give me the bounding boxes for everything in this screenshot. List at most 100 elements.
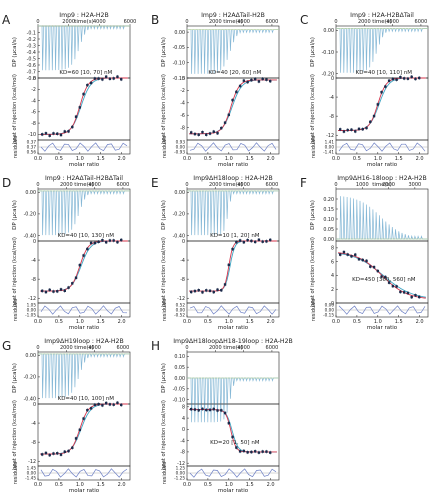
dp-tick-label: -0.10 bbox=[322, 50, 334, 56]
heat-tick-label: -12 bbox=[177, 296, 185, 302]
time-tick-label: 2000 bbox=[62, 19, 75, 25]
data-point bbox=[101, 78, 104, 81]
data-point bbox=[242, 449, 246, 453]
dp-tick-label: -0.20 bbox=[24, 375, 36, 381]
molar-tick-label: 2.0 bbox=[267, 319, 275, 325]
data-point bbox=[112, 403, 115, 406]
heat-axis-label: heat of injection (kcal/mol) bbox=[161, 237, 167, 307]
data-point bbox=[253, 77, 257, 81]
data-point bbox=[380, 90, 383, 94]
data-point bbox=[418, 295, 421, 299]
data-point bbox=[223, 121, 227, 124]
data-point bbox=[372, 114, 376, 118]
data-point bbox=[261, 77, 264, 81]
isotherm-frame bbox=[335, 240, 429, 304]
time-tick-label: 1000 bbox=[356, 182, 369, 188]
data-point bbox=[97, 240, 100, 243]
heat-axis-label: heat of injection (kcal/mol) bbox=[161, 400, 167, 470]
data-point bbox=[59, 133, 63, 137]
data-point bbox=[78, 263, 82, 267]
dp-axis-label: DP (µcal/s) bbox=[310, 200, 316, 230]
molar-tick-label: 0.5 bbox=[353, 319, 361, 325]
residual-tick-label: 1.45 bbox=[27, 466, 37, 471]
dp-axis-label: DP (µcal/s) bbox=[12, 37, 18, 67]
heat-tick-label: 8 bbox=[182, 405, 185, 411]
residual-tick-label: 0.00 bbox=[325, 145, 335, 150]
kd-annotation: KD=40 [10, 110] nM bbox=[356, 70, 413, 76]
residual-tick-label: 0.00 bbox=[27, 471, 37, 476]
residual-tick-label: 1.41 bbox=[325, 140, 335, 145]
molar-tick-label: 0.5 bbox=[204, 319, 212, 325]
time-tick-label: 6000 bbox=[117, 345, 130, 351]
heat-axis-label: heat of injection (kcal/mol) bbox=[12, 400, 18, 470]
heat-tick-label: -8 bbox=[180, 277, 185, 283]
data-point bbox=[246, 80, 249, 84]
data-point bbox=[208, 289, 212, 293]
data-point bbox=[235, 240, 238, 244]
time-tick-label: 6000 bbox=[266, 182, 279, 188]
data-point bbox=[120, 403, 123, 407]
data-point bbox=[346, 128, 349, 132]
residuals-line bbox=[338, 142, 426, 152]
time-tick-label: 6000 bbox=[266, 19, 279, 25]
dp-tick-label: 0.10 bbox=[323, 217, 334, 223]
heat-tick-label: -4 bbox=[180, 101, 185, 107]
isotherm-frame bbox=[186, 77, 280, 141]
dp-axis-label: DP (µcal/s) bbox=[12, 363, 18, 393]
data-point bbox=[387, 281, 391, 284]
data-point bbox=[220, 409, 223, 412]
data-point bbox=[208, 408, 212, 412]
time-tick-label: 4000 bbox=[88, 182, 101, 188]
molar-tick-label: 0.0 bbox=[183, 156, 191, 162]
residual-tick-label: -1.45 bbox=[25, 476, 36, 481]
time-axis-label: time(s) bbox=[223, 345, 243, 351]
data-point bbox=[78, 106, 82, 109]
residual-tick-label: 0.52 bbox=[176, 303, 186, 308]
residuals-line bbox=[40, 305, 128, 315]
data-point bbox=[346, 253, 349, 256]
dp-trace bbox=[336, 28, 428, 73]
time-tick-label: 2000 bbox=[358, 19, 371, 25]
data-point bbox=[350, 255, 353, 258]
data-point bbox=[354, 130, 357, 133]
data-point bbox=[361, 127, 364, 131]
time-tick-label: 2000 bbox=[209, 182, 222, 188]
fit-curve bbox=[40, 403, 128, 455]
data-point bbox=[238, 84, 242, 88]
data-point bbox=[250, 78, 253, 82]
data-point bbox=[82, 417, 85, 420]
molar-tick-label: 0.0 bbox=[332, 156, 340, 162]
fit-band-curve bbox=[189, 79, 277, 135]
dp-axis-label: DP (µcal/s) bbox=[161, 363, 167, 393]
molar-tick-label: 0.5 bbox=[55, 156, 63, 162]
data-point bbox=[265, 450, 268, 453]
data-point bbox=[112, 239, 115, 242]
molar-tick-label: 2.0 bbox=[118, 319, 126, 325]
dp-trace bbox=[187, 29, 279, 74]
dp-tick-label: -0.10 bbox=[173, 397, 185, 403]
data-point bbox=[116, 240, 119, 244]
molar-axis-label: molar ratio bbox=[69, 162, 100, 168]
residual-tick-label: 0.00 bbox=[325, 303, 335, 308]
data-point bbox=[269, 451, 272, 454]
molar-tick-label: 1.5 bbox=[246, 319, 254, 325]
molar-tick-label: 1.5 bbox=[395, 156, 403, 162]
dp-tick-label: 0.15 bbox=[323, 207, 334, 213]
residuals-line bbox=[189, 468, 277, 478]
molar-tick-label: 1.0 bbox=[225, 156, 233, 162]
molar-tick-label: 0.0 bbox=[183, 482, 191, 488]
kd-annotation: KD=40 [20, 60] nM bbox=[208, 70, 261, 76]
data-point bbox=[257, 238, 261, 242]
data-point bbox=[197, 133, 200, 136]
data-point bbox=[89, 407, 93, 410]
data-point bbox=[56, 452, 59, 455]
dp-tick-label: -0.5 bbox=[27, 56, 36, 62]
time-tick-label: 4000 bbox=[386, 19, 399, 25]
heat-tick-label: -8 bbox=[31, 440, 36, 446]
heat-tick-label: -8 bbox=[31, 277, 36, 283]
dp-tick-label: 0.00 bbox=[25, 353, 36, 359]
molar-axis-label: molar ratio bbox=[367, 162, 398, 168]
molar-tick-label: 1.0 bbox=[76, 319, 84, 325]
data-point bbox=[406, 291, 410, 295]
